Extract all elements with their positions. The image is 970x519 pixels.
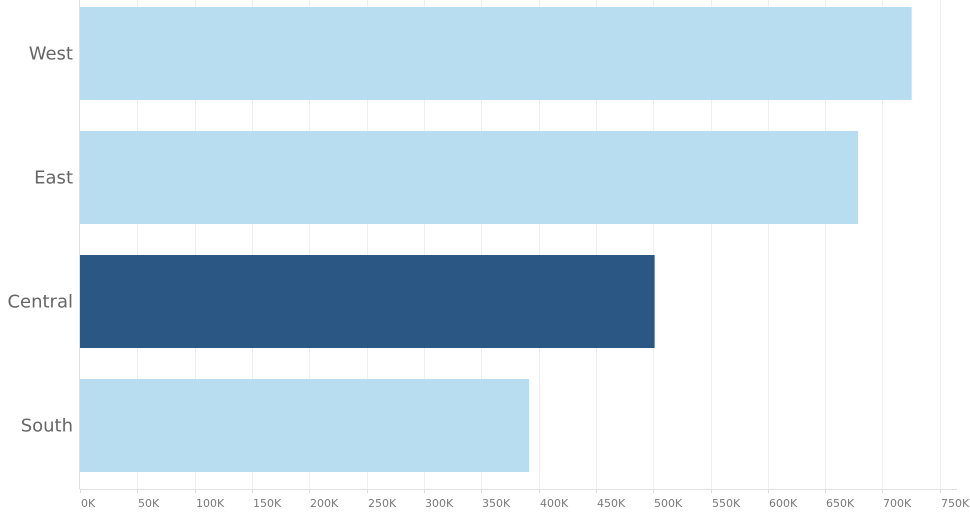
x-tick-label: 750K <box>941 497 970 510</box>
x-tick-label: 650K <box>826 497 855 510</box>
x-tick-label: 150K <box>253 497 282 510</box>
bar-south[interactable] <box>80 379 530 472</box>
x-tick-label: 450K <box>597 497 626 510</box>
category-labels: West East Central South <box>7 44 73 437</box>
x-tick-label: 100K <box>196 497 225 510</box>
x-tick-label: 200K <box>310 497 339 510</box>
category-label-south: South <box>21 416 73 437</box>
category-label-central: Central <box>7 292 73 313</box>
category-label-west: West <box>29 44 73 65</box>
bar-east[interactable] <box>80 131 859 224</box>
bars <box>80 7 912 472</box>
x-tick-label: 700K <box>883 497 912 510</box>
bar-central[interactable] <box>80 255 655 348</box>
x-tick-label: 600K <box>769 497 798 510</box>
bar-west[interactable] <box>80 7 912 100</box>
x-axis: 0K 50K 100K 150K 200K 250K 300K 350K 400K 450K 500… <box>79 0 970 510</box>
x-tick-label: 250K <box>368 497 397 510</box>
x-tick-label: 500K <box>654 497 683 510</box>
x-tick-label: 0K <box>81 497 96 510</box>
x-tick-label: 350K <box>482 497 511 510</box>
category-label-east: East <box>34 168 73 189</box>
x-tick-label: 50K <box>138 497 160 510</box>
x-tick-label: 300K <box>425 497 454 510</box>
x-tick-label: 400K <box>540 497 569 510</box>
x-tick-label: 550K <box>712 497 741 510</box>
